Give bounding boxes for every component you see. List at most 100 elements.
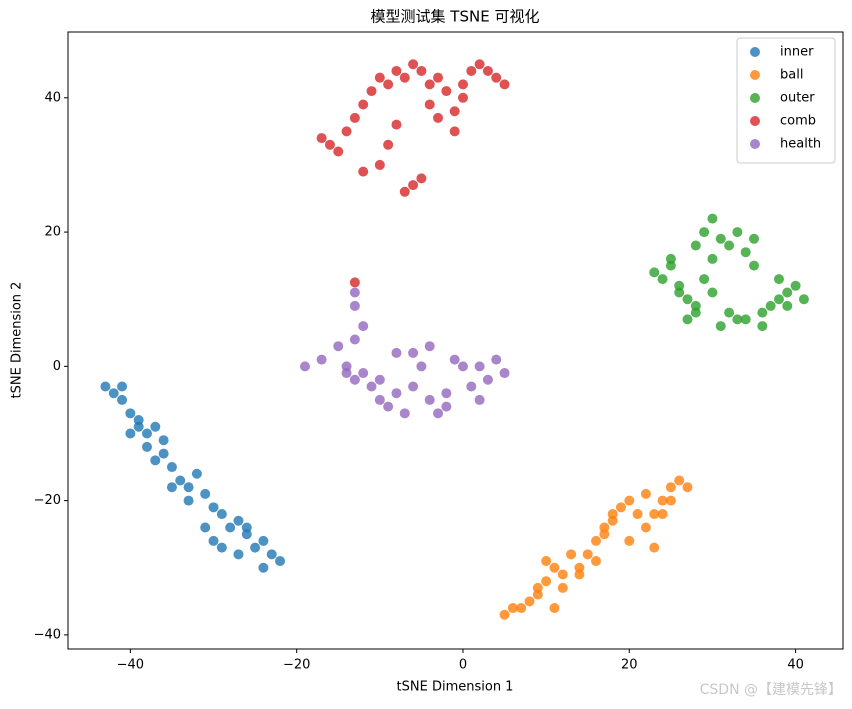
point <box>649 267 660 278</box>
point <box>166 462 177 473</box>
point <box>665 495 676 506</box>
point <box>665 253 676 264</box>
point <box>349 112 360 123</box>
point <box>657 495 668 506</box>
point <box>707 287 718 298</box>
point <box>624 495 635 506</box>
point <box>366 381 377 392</box>
point <box>333 341 344 352</box>
point <box>574 569 585 580</box>
point <box>466 381 477 392</box>
point <box>316 354 327 365</box>
point <box>233 515 244 526</box>
point <box>158 448 169 459</box>
point <box>416 65 427 76</box>
point <box>499 368 510 379</box>
point <box>682 482 693 493</box>
legend-marker <box>750 139 760 149</box>
point <box>424 99 435 110</box>
point <box>715 321 726 332</box>
legend-label: health <box>780 137 821 152</box>
point <box>566 549 577 560</box>
point <box>557 569 568 580</box>
point <box>358 99 369 110</box>
point <box>482 374 493 385</box>
point <box>208 535 219 546</box>
point <box>649 509 660 520</box>
x-tick-label: −20 <box>283 658 310 673</box>
point <box>117 394 128 405</box>
legend-label: inner <box>780 45 814 60</box>
point <box>441 388 452 399</box>
y-tick-label: −20 <box>34 493 61 508</box>
point <box>349 334 360 345</box>
point <box>457 92 468 103</box>
point <box>457 79 468 90</box>
point <box>591 535 602 546</box>
point <box>250 542 261 553</box>
point <box>790 280 801 291</box>
point <box>383 139 394 150</box>
point <box>200 488 211 499</box>
y-axis-label: tSNE Dimension 2 <box>10 282 25 399</box>
point <box>341 126 352 137</box>
point <box>715 233 726 244</box>
point <box>125 428 136 439</box>
point <box>150 455 161 466</box>
point <box>391 388 402 399</box>
point <box>740 314 751 325</box>
point <box>491 72 502 83</box>
y-tick-label: 0 <box>53 359 61 374</box>
point <box>749 260 760 271</box>
point <box>391 347 402 358</box>
point <box>665 482 676 493</box>
point <box>482 65 493 76</box>
point <box>241 522 252 533</box>
point <box>491 354 502 365</box>
point <box>316 133 327 144</box>
x-axis-label: tSNE Dimension 1 <box>397 680 514 695</box>
point <box>507 603 518 614</box>
point <box>474 59 485 70</box>
point <box>532 582 543 593</box>
point <box>582 549 593 560</box>
point <box>399 72 410 83</box>
point <box>349 287 360 298</box>
point <box>474 361 485 372</box>
point <box>549 562 560 573</box>
point <box>640 522 651 533</box>
point <box>399 408 410 419</box>
point <box>724 240 735 251</box>
point <box>117 381 128 392</box>
point <box>541 576 552 587</box>
point <box>158 435 169 446</box>
point <box>674 475 685 486</box>
point <box>141 428 152 439</box>
point <box>100 381 111 392</box>
point <box>449 354 460 365</box>
point <box>682 294 693 305</box>
point <box>740 247 751 258</box>
x-tick-label: 0 <box>459 658 467 673</box>
point <box>433 408 444 419</box>
point <box>383 401 394 412</box>
plot-frame <box>67 31 844 650</box>
point <box>773 294 784 305</box>
point <box>200 522 211 533</box>
point <box>216 542 227 553</box>
x-tick-label: 40 <box>787 658 804 673</box>
point <box>225 522 236 533</box>
point <box>374 374 385 385</box>
point <box>358 321 369 332</box>
point <box>341 368 352 379</box>
legend-label: outer <box>780 91 815 106</box>
y-tick-label: −40 <box>34 627 61 642</box>
point <box>690 300 701 311</box>
y-tick-label: 40 <box>44 90 61 105</box>
point <box>599 522 610 533</box>
point <box>798 294 809 305</box>
point <box>441 86 452 97</box>
point <box>749 233 760 244</box>
point <box>433 72 444 83</box>
point <box>366 86 377 97</box>
